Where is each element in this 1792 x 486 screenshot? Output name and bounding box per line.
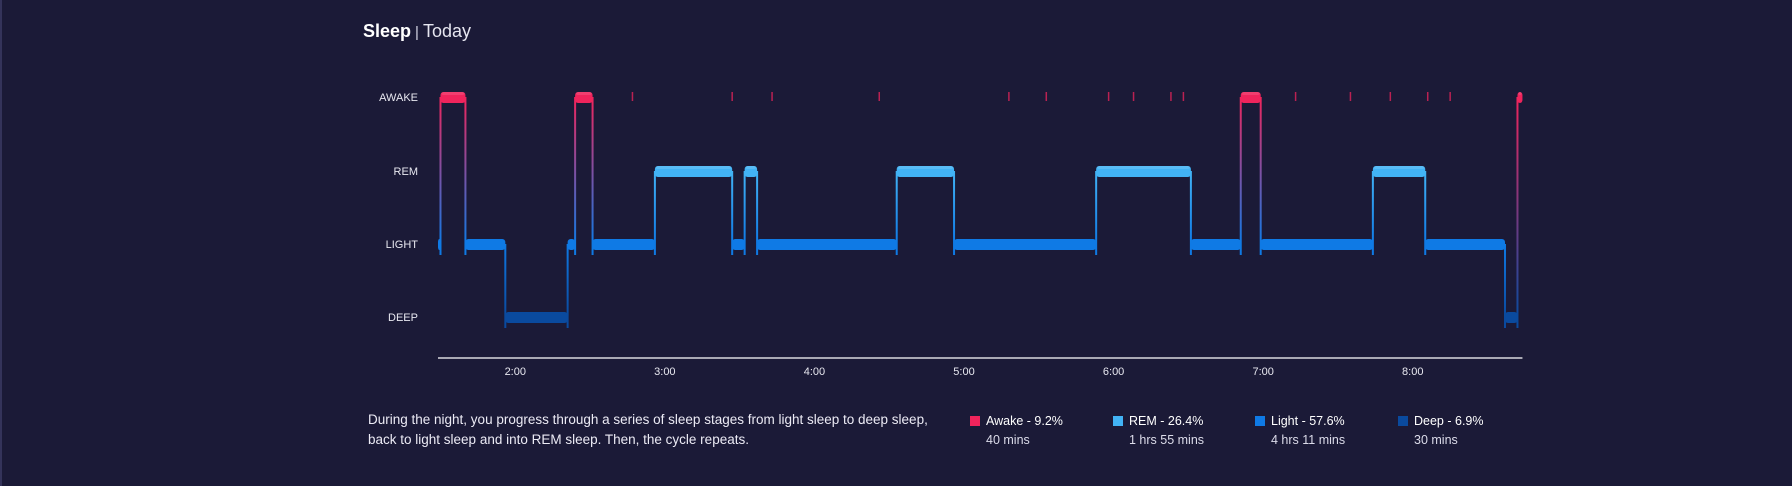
- stage-transition: [591, 97, 594, 255]
- stage-bar-awake: [1240, 92, 1261, 103]
- stage-bar-highlight: [655, 166, 732, 169]
- page-header: Sleep | Today: [363, 19, 471, 45]
- brief-awake-mark: [631, 92, 634, 101]
- stage-bar-light: [954, 239, 1097, 250]
- stage-label: REM: [394, 166, 418, 178]
- stage-bar-light: [1260, 239, 1373, 250]
- stage-transition: [1516, 97, 1519, 328]
- x-tick-label: 4:00: [804, 366, 825, 378]
- brief-awake-mark: [771, 92, 773, 101]
- brief-awake-mark: [1294, 92, 1297, 101]
- stage-bar-light: [465, 239, 506, 250]
- legend-duration: 40 mins: [986, 433, 1030, 447]
- stage-bar-light: [1190, 239, 1241, 250]
- legend-label: REM - 26.4%: [1129, 414, 1204, 428]
- stage-bar-rem: [744, 166, 758, 177]
- stage-transition: [1189, 171, 1192, 255]
- stage-transition: [1371, 171, 1374, 255]
- stage-transition: [504, 244, 507, 328]
- legend-item: Awake - 9.2% 40 mins: [970, 412, 1063, 450]
- stage-bar-highlight: [1097, 166, 1190, 169]
- page-title: Sleep: [363, 21, 412, 41]
- legend-item: Light - 57.6% 4 hrs 11 mins: [1255, 412, 1345, 450]
- stage-bar-light: [732, 239, 745, 250]
- stage-bar-awake: [575, 92, 593, 103]
- period-label: Today: [422, 21, 471, 41]
- x-tick-label: 3:00: [654, 366, 675, 378]
- stage-bar-awake: [440, 92, 466, 103]
- legend-label: Awake - 9.2%: [986, 414, 1063, 428]
- stage-transition: [464, 97, 467, 255]
- brief-awake-mark: [1389, 92, 1392, 101]
- legend-duration: 4 hrs 11 mins: [1271, 433, 1346, 447]
- legend-label: Deep - 6.9%: [1414, 414, 1484, 428]
- stage-bar-highlight: [441, 92, 465, 95]
- stage-transition: [895, 171, 898, 255]
- stage-bar-rem: [654, 166, 733, 177]
- x-tick-label: 8:00: [1402, 366, 1423, 378]
- stage-transition: [1239, 97, 1242, 255]
- stage-bar-light: [1425, 239, 1506, 250]
- stage-transition: [566, 244, 569, 328]
- brief-awake-mark: [1008, 92, 1010, 101]
- window-edge: [0, 0, 2, 486]
- brief-awake-mark: [1349, 92, 1352, 101]
- legend-duration: 30 mins: [1414, 433, 1458, 447]
- stage-transition: [653, 171, 656, 255]
- brief-awake-mark: [1132, 92, 1135, 101]
- sleep-description: During the night, you progress through a…: [368, 412, 928, 447]
- stage-transition: [953, 171, 956, 255]
- x-tick-label: 7:00: [1252, 366, 1273, 378]
- stage-transition: [731, 171, 734, 255]
- x-tick-label: 5:00: [953, 366, 974, 378]
- stage-label: AWAKE: [379, 92, 418, 104]
- brief-awake-mark: [1426, 92, 1429, 101]
- legend-duration: 1 hrs 55 mins: [1129, 433, 1205, 447]
- legend-swatch: [1398, 416, 1408, 426]
- stage-transition: [743, 171, 746, 255]
- stage-bar-rem: [896, 166, 955, 177]
- brief-awake-mark: [1045, 92, 1048, 101]
- legend-item: REM - 26.4% 1 hrs 55 mins: [1113, 412, 1204, 450]
- stage-bar-light: [567, 239, 576, 250]
- x-tick-label: 2:00: [505, 366, 526, 378]
- stage-transition: [756, 171, 759, 255]
- stage-bar-highlight: [1518, 92, 1522, 95]
- stage-bar-rem: [1096, 166, 1191, 177]
- brief-awake-mark: [878, 92, 881, 101]
- stage-transition: [1504, 244, 1507, 328]
- stage-bar-light: [757, 239, 897, 250]
- header-separator: |: [415, 24, 419, 41]
- brief-awake-mark: [1182, 92, 1185, 101]
- legend-swatch: [970, 416, 980, 426]
- stage-transition: [1424, 171, 1427, 255]
- stage-transition: [439, 97, 442, 255]
- stage-bar-light: [438, 239, 441, 250]
- stage-transition: [574, 97, 577, 255]
- stage-bar-highlight: [1373, 166, 1425, 169]
- brief-awake-mark: [1170, 92, 1172, 101]
- stage-transition: [1259, 97, 1262, 255]
- stage-bar-highlight: [745, 166, 757, 169]
- stage-bar-highlight: [1241, 92, 1260, 95]
- legend-label: Light - 57.6%: [1271, 414, 1345, 428]
- stage-bar-highlight: [576, 92, 592, 95]
- brief-awake-mark: [1449, 92, 1451, 101]
- stage-bar-light: [592, 239, 655, 250]
- stage-bar-deep: [505, 312, 568, 323]
- brief-awake-mark: [1107, 92, 1110, 101]
- stage-transition: [1095, 171, 1098, 255]
- stage-bar-highlight: [897, 166, 954, 169]
- legend-swatch: [1113, 416, 1123, 426]
- legend-item: Deep - 6.9% 30 mins: [1398, 412, 1483, 450]
- stage-label: DEEP: [388, 312, 418, 324]
- brief-awake-mark: [731, 92, 733, 101]
- stage-bar-rem: [1372, 166, 1426, 177]
- stage-bar-deep: [1505, 312, 1518, 323]
- x-tick-label: 6:00: [1103, 366, 1124, 378]
- stage-label: LIGHT: [386, 239, 419, 251]
- stage-bar-awake: [1517, 92, 1523, 103]
- legend-swatch: [1255, 416, 1265, 426]
